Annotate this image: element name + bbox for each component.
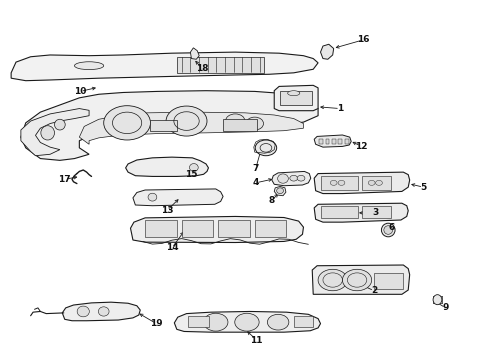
Text: 11: 11: [250, 336, 263, 345]
Ellipse shape: [148, 193, 157, 201]
Bar: [182, 220, 213, 237]
Polygon shape: [174, 311, 320, 332]
Bar: [332, 139, 336, 144]
Circle shape: [166, 106, 207, 136]
Text: 18: 18: [196, 64, 208, 73]
Bar: [319, 139, 323, 144]
Polygon shape: [11, 52, 318, 81]
Polygon shape: [21, 109, 89, 156]
Circle shape: [330, 180, 337, 185]
Ellipse shape: [278, 174, 288, 183]
Bar: [223, 119, 257, 131]
Circle shape: [268, 314, 289, 330]
Ellipse shape: [384, 226, 392, 234]
Ellipse shape: [98, 307, 109, 316]
Polygon shape: [79, 112, 303, 144]
Bar: [255, 220, 287, 237]
Bar: [362, 206, 391, 218]
Polygon shape: [274, 85, 318, 111]
Bar: [345, 139, 349, 144]
Polygon shape: [314, 172, 410, 194]
Ellipse shape: [381, 223, 395, 237]
Bar: [188, 316, 209, 327]
Circle shape: [235, 313, 259, 331]
Text: 15: 15: [185, 170, 197, 179]
Ellipse shape: [433, 295, 442, 305]
Text: 5: 5: [420, 183, 426, 192]
Polygon shape: [314, 203, 408, 222]
Text: 17: 17: [58, 175, 71, 184]
Polygon shape: [130, 216, 303, 243]
Bar: [321, 206, 358, 218]
Circle shape: [343, 269, 372, 291]
Ellipse shape: [277, 188, 284, 194]
Ellipse shape: [288, 91, 300, 96]
Circle shape: [297, 175, 305, 181]
Polygon shape: [21, 91, 318, 160]
Polygon shape: [272, 171, 311, 186]
Polygon shape: [125, 157, 208, 176]
Ellipse shape: [41, 126, 54, 140]
Ellipse shape: [77, 306, 89, 317]
Circle shape: [203, 313, 228, 331]
Polygon shape: [133, 189, 223, 206]
Text: 8: 8: [269, 196, 275, 205]
Circle shape: [318, 269, 347, 291]
Text: 3: 3: [372, 208, 379, 217]
Circle shape: [104, 106, 150, 140]
Text: 9: 9: [442, 303, 449, 312]
Polygon shape: [314, 135, 351, 147]
Bar: [218, 220, 250, 237]
Ellipse shape: [74, 62, 104, 69]
Circle shape: [225, 114, 245, 128]
Circle shape: [255, 140, 277, 156]
Bar: [177, 57, 265, 73]
Circle shape: [368, 180, 375, 185]
Text: 4: 4: [252, 178, 259, 187]
Bar: [374, 273, 403, 289]
Text: 2: 2: [371, 286, 377, 295]
Ellipse shape: [54, 119, 65, 130]
Text: 10: 10: [74, 87, 87, 96]
Text: 6: 6: [388, 222, 394, 231]
Text: 12: 12: [355, 141, 367, 150]
Bar: [325, 139, 329, 144]
Bar: [280, 91, 312, 105]
Bar: [321, 176, 358, 190]
Polygon shape: [320, 44, 334, 59]
Polygon shape: [274, 186, 286, 196]
Bar: [294, 316, 313, 327]
Polygon shape: [62, 302, 140, 321]
Text: 7: 7: [252, 164, 259, 173]
Polygon shape: [191, 48, 199, 59]
Bar: [145, 220, 177, 237]
Text: 14: 14: [166, 243, 178, 252]
Ellipse shape: [190, 163, 198, 171]
Polygon shape: [312, 265, 410, 294]
Text: 1: 1: [337, 104, 343, 113]
Circle shape: [246, 117, 264, 130]
Text: 19: 19: [150, 319, 163, 328]
Circle shape: [338, 180, 345, 185]
Bar: [362, 176, 391, 190]
Text: 13: 13: [161, 206, 173, 215]
Text: 16: 16: [357, 36, 369, 45]
Bar: [150, 120, 177, 131]
Bar: [339, 139, 343, 144]
Circle shape: [375, 180, 382, 185]
Circle shape: [290, 175, 297, 181]
